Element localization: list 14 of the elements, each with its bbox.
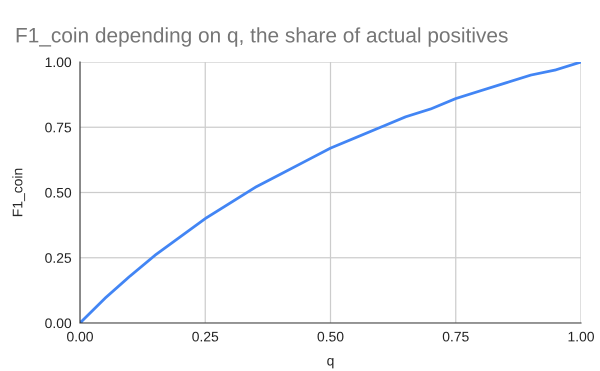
x-axis-title: q: [327, 358, 334, 368]
x-tick-label: 0.50: [318, 332, 344, 342]
y-tick-label: 0.00: [45, 318, 72, 328]
line-series: [80, 62, 581, 323]
x-tick-label: 0.00: [67, 332, 93, 342]
x-tick-label: 0.25: [192, 332, 218, 342]
y-tick-label: 1.00: [46, 57, 72, 68]
y-tick-label: 0.75: [45, 122, 72, 132]
y-tick-label: 0.50: [45, 188, 72, 198]
x-tick-label: 1.00: [568, 332, 594, 342]
y-axis-title: F1_coin: [12, 168, 26, 216]
chart-title: F1_coin depending on q, the share of actual positives: [16, 27, 508, 47]
x-tick-label: 0.75: [442, 332, 469, 342]
y-tick-label: 0.25: [45, 253, 72, 263]
